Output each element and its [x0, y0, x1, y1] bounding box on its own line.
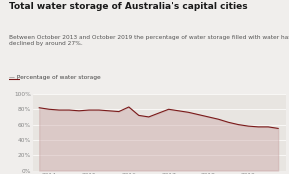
Text: Total water storage of Australia's capital cities: Total water storage of Australia's capit…	[9, 2, 247, 11]
Text: Between October 2013 and October 2019 the percentage of water storage filled wit: Between October 2013 and October 2019 th…	[9, 35, 289, 46]
Text: — Percentage of water storage: — Percentage of water storage	[9, 75, 100, 80]
